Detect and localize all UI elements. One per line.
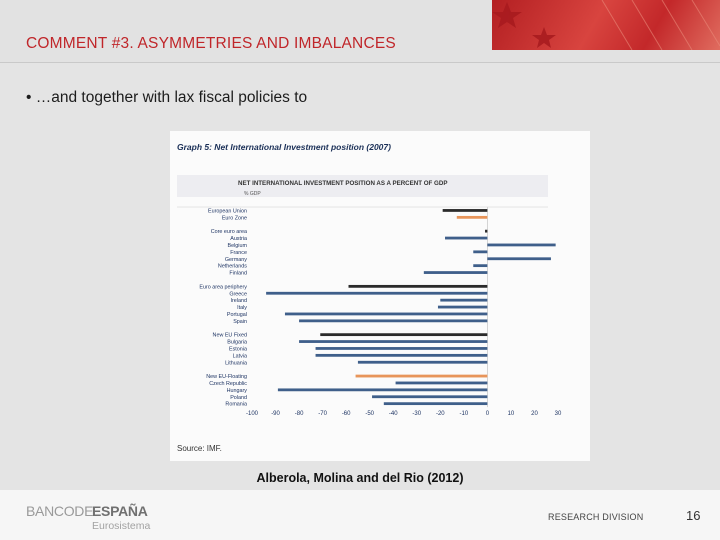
category-label: New EU Fixed [213,333,247,339]
category-label: Spain [233,319,247,325]
bar [277,388,488,392]
bar [423,271,488,274]
category-label: Ireland [231,298,247,304]
bar [383,402,488,406]
category-label: Euro area periphery [199,284,247,290]
category-label: Estonia [229,346,247,352]
category-label: Lithuania [225,360,247,366]
unit-label: % GDP [244,191,261,197]
bar [266,291,488,295]
flag-stars [492,0,720,50]
chart-caption: Alberola, Molina and del Rio (2012) [256,471,464,485]
category-label: Austria [230,236,247,242]
x-tick-label: -40 [389,411,398,417]
x-tick-label: -80 [295,411,304,417]
bank-logo-light: BANCODE [26,503,94,519]
x-tick-label: 20 [531,411,538,417]
x-tick-label: -70 [318,411,327,417]
category-label: France [230,250,247,256]
category-label: Euro Zone [222,215,247,221]
bar [440,298,488,302]
bank-logo-subtitle: Eurosistema [92,520,151,532]
bar [442,209,488,212]
category-label: European Union [208,208,247,214]
category-label: Portugal [227,312,247,318]
bar [456,215,488,219]
page-number: 16 [686,508,701,523]
footer [0,490,720,540]
bar [320,333,488,337]
category-label: Bulgaria [227,340,247,346]
bar [395,381,488,385]
bar [315,353,488,357]
x-tick-label: -100 [246,411,259,417]
chart-card: Graph 5: Net International Investment po… [170,131,590,461]
star-icon [492,2,522,28]
category-label: Greece [229,291,247,297]
bar-group [177,206,556,408]
category-label: Hungary [227,388,248,394]
category-label: Poland [230,395,247,401]
chart-title: Graph 5: Net International Investment po… [177,142,391,152]
category-label: Italy [237,305,247,311]
category-label: Germany [225,257,247,263]
category-label: Latvia [233,353,247,359]
bar [299,340,488,343]
tick-label-group: -100 -90 -80 -70 -60 -50 -40 -30 -20 -10 0 10 20 30 [246,411,562,417]
title-divider [0,62,720,63]
nip-chart: Graph 5: Net International Investment po… [177,142,562,453]
division-label: RESEARCH DIVISION [548,512,644,522]
x-tick-label: -50 [365,411,374,417]
x-tick-label: -30 [412,411,421,417]
x-tick-label: -10 [460,411,469,417]
bar [437,305,488,309]
category-label: Core euro area [211,229,247,235]
x-tick-label: 0 [486,411,490,417]
bar [357,360,488,364]
chart-source: Source: IMF. [177,444,222,453]
x-tick-label: 30 [555,411,562,417]
category-label: Netherlands [218,264,247,270]
bullet-text: • …and together with lax fiscal policies… [26,89,308,106]
bar [473,264,488,268]
bar [485,229,488,233]
bar [487,243,556,247]
bar [372,395,488,399]
flag-banner [492,0,720,50]
bar [299,319,488,323]
bar [315,347,488,350]
bar [445,236,488,240]
x-tick-label: -90 [271,411,280,417]
category-label: Czech Republic [209,381,247,387]
category-label: Belgium [228,243,248,249]
category-label: Romania [225,402,247,408]
bar [473,250,488,254]
x-tick-label: 10 [508,411,515,417]
bar [284,312,488,316]
bar [355,374,488,378]
star-icon [532,27,556,48]
bar [487,257,551,261]
slide-title: COMMENT #3. ASYMMETRIES AND IMBALANCES [26,35,396,52]
x-tick-label: -60 [342,411,351,417]
chart-header-band [177,175,548,197]
bar [348,284,488,288]
x-tick-label: -20 [436,411,445,417]
bank-logo-bold: ESPAÑA [92,503,148,519]
category-label: New EU-Floating [206,374,247,380]
category-label: Finland [229,271,247,277]
chart-subtitle: NET INTERNATIONAL INVESTMENT POSITION AS… [238,180,447,187]
